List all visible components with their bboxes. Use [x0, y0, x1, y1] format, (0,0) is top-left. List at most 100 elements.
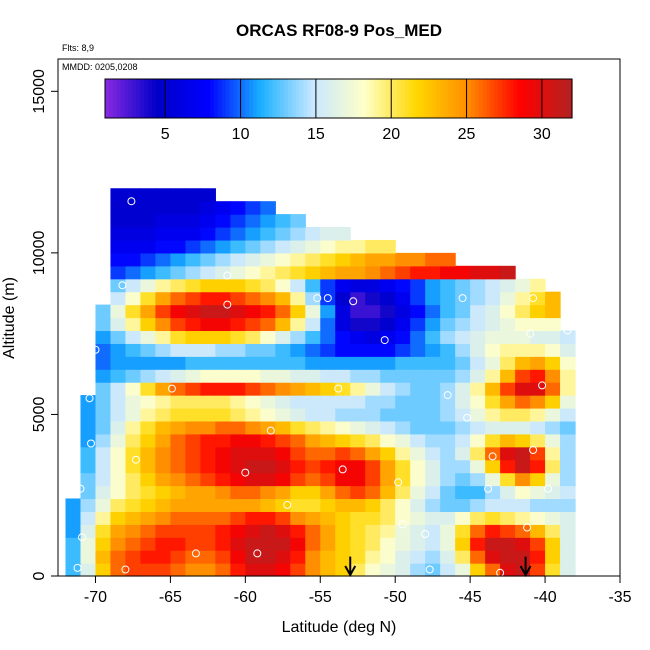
heat-cell [275, 498, 291, 512]
heat-cell [260, 330, 276, 344]
heat-cell [230, 317, 246, 332]
heat-cell [185, 498, 201, 512]
colorbar-segment [486, 79, 491, 118]
sample-point [253, 549, 262, 558]
heat-cell [155, 537, 171, 551]
heat-cell [170, 395, 186, 409]
heat-cell [230, 459, 246, 474]
colorbar-segment [116, 79, 122, 118]
heat-cell [290, 420, 306, 435]
heat-cell [305, 252, 321, 267]
heat-cell [335, 446, 351, 461]
heat-cell [155, 407, 171, 422]
heat-cell [440, 252, 456, 267]
heat-cell [110, 201, 127, 215]
heat-cell [485, 265, 501, 280]
heat-cell [485, 511, 501, 525]
heat-cell [185, 201, 201, 215]
heat-cell [200, 278, 216, 293]
heat-cell [395, 459, 411, 474]
heat-cell [530, 472, 546, 487]
heat-cell [440, 472, 456, 487]
colorbar-segment [568, 79, 573, 118]
heat-cell [155, 459, 171, 474]
heat-cell [320, 369, 336, 383]
heat-cell [260, 304, 276, 319]
heat-cell [365, 472, 381, 487]
heat-cell [260, 201, 276, 215]
heat-cell [125, 343, 142, 357]
heat-cell [380, 343, 396, 357]
heat-cell [530, 395, 546, 409]
heat-cell [515, 278, 531, 293]
heat-cell [365, 291, 381, 306]
heat-cell [350, 291, 366, 306]
heat-cell [140, 343, 157, 357]
heat-cell [305, 407, 321, 422]
heat-cell [515, 395, 531, 409]
heat-cell [245, 524, 261, 538]
colorbar-segment [299, 79, 305, 118]
heat-cell [260, 407, 276, 422]
heat-cell [95, 317, 112, 332]
colorbar-segment [408, 79, 414, 118]
heat-cell [140, 459, 157, 474]
heat-cell [185, 433, 201, 448]
heat-cell [305, 485, 321, 500]
heat-cell [245, 356, 261, 370]
heat-cell [440, 511, 456, 525]
heat-cell [530, 356, 546, 370]
heat-cell [260, 265, 276, 280]
heat-cell [380, 524, 396, 538]
heat-cell [215, 304, 231, 319]
heat-cell [230, 265, 246, 280]
heat-cell [245, 511, 261, 525]
heat-cell [350, 498, 366, 512]
heat-cell [230, 537, 246, 551]
heat-cell [170, 550, 186, 564]
heat-cell [335, 498, 351, 512]
heat-cell [500, 265, 516, 280]
heat-cell [320, 382, 336, 396]
heat-cell [140, 278, 157, 293]
heat-cell [140, 356, 157, 370]
heat-cell [320, 356, 336, 370]
heat-cell [530, 369, 546, 383]
heat-cell [245, 563, 261, 577]
heat-cell [440, 498, 456, 512]
heat-cell [125, 511, 142, 525]
heat-cell [530, 278, 546, 293]
heat-cell [455, 537, 471, 551]
heat-cell [455, 278, 471, 293]
heat-cell [155, 317, 171, 332]
heat-cell [425, 485, 441, 500]
heat-cell [545, 407, 561, 422]
heat-cell [530, 420, 546, 435]
colorbar-tick-label: 30 [533, 126, 551, 143]
colorbar-segment [443, 79, 449, 118]
heat-cell [440, 537, 456, 551]
heat-cell [215, 382, 231, 396]
sample-point [529, 446, 538, 454]
heat-cell [185, 420, 201, 435]
heat-cell [245, 472, 261, 487]
heat-cell [290, 485, 306, 500]
heat-cell [410, 420, 426, 435]
heat-cell [470, 356, 486, 370]
heat-cell [125, 304, 142, 319]
heat-cell [170, 239, 186, 254]
heat-cell [485, 537, 501, 551]
heat-cell [110, 485, 127, 500]
colorbar-segment [307, 79, 312, 118]
colorbar: 5 10 15 20 25 30 [104, 78, 573, 143]
heat-cell [80, 563, 97, 577]
heat-cell [200, 265, 216, 280]
heat-cell [260, 498, 276, 512]
heat-cell [320, 330, 336, 344]
colorbar-segment [482, 79, 487, 118]
heat-cell [215, 356, 231, 370]
heat-cell [560, 472, 576, 487]
heat-cell [395, 369, 411, 383]
colorbar-segment [120, 79, 126, 118]
heat-cell [215, 498, 231, 512]
